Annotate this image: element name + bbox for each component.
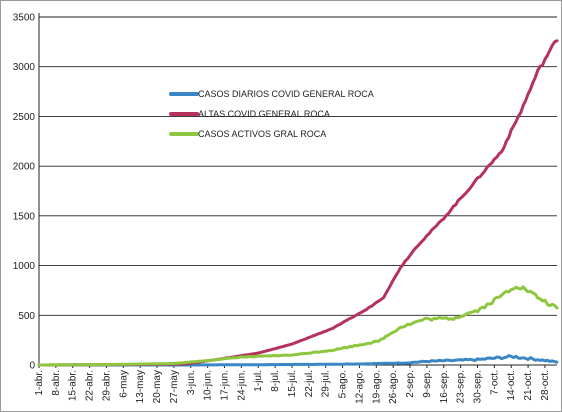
x-tick-label: 8-abr. xyxy=(51,370,62,396)
x-tick-label: 13-may xyxy=(135,370,146,403)
x-tick-label: 20-may xyxy=(152,370,163,403)
y-tick-label: 500 xyxy=(18,311,35,322)
x-tick-label: 8-jul. xyxy=(270,370,281,392)
series-line-3 xyxy=(37,285,559,367)
y-tick-label: 1500 xyxy=(13,211,36,222)
x-tick-label: 16-sep. xyxy=(439,370,450,403)
legend-label: CASOS DIARIOS COVID GENERAL ROCA xyxy=(198,89,374,99)
x-tick-label: 17-jun. xyxy=(220,370,231,401)
y-tick-label: 1000 xyxy=(13,261,36,272)
x-tick-label: 22-abr. xyxy=(85,370,96,401)
legend-label: CASOS ACTIVOS GRAL ROCA xyxy=(198,129,326,139)
grid-layer xyxy=(38,13,557,368)
x-tick-label: 28-oct. xyxy=(540,370,551,401)
x-tick-label: 29-jul. xyxy=(321,370,332,397)
x-tick-label: 29-abr. xyxy=(101,370,112,401)
y-tick-label: 0 xyxy=(29,361,35,372)
y-tick-label: 3500 xyxy=(13,13,36,24)
y-tick-label: 2500 xyxy=(13,112,36,123)
x-tick-label: 1-abr. xyxy=(34,370,45,396)
y-axis-tick-labels: 0 500 1000 1500 2000 2500 3000 3500 xyxy=(13,13,36,372)
x-tick-label: 26-ago. xyxy=(388,370,399,404)
x-tick-label: 19-ago. xyxy=(371,370,382,404)
x-tick-label: 3-jun. xyxy=(186,370,197,395)
x-tick-label: 15-jul. xyxy=(287,370,298,397)
y-tick-label: 2000 xyxy=(13,162,36,173)
x-axis-tick-labels: 1-abr. 8-abr. 15-abr. 22-abr. 29-abr. 6-may 13… xyxy=(34,370,551,404)
x-tick-label: 12-ago. xyxy=(354,370,365,404)
x-tick-label: 1-jul. xyxy=(253,370,264,392)
x-tick-label: 22-jul. xyxy=(304,370,315,397)
x-tick-label: 7-oct. xyxy=(489,370,500,395)
legend: CASOS DIARIOS COVID GENERAL ROCA ALTAS CO… xyxy=(169,89,374,139)
x-tick-label: 9-sep. xyxy=(422,370,433,398)
x-tick-label: 21-oct. xyxy=(523,370,534,401)
x-tick-label: 30-sep. xyxy=(472,370,483,403)
x-tick-label: 10-jun. xyxy=(203,370,214,401)
x-tick-label: 14-oct. xyxy=(506,370,517,401)
x-tick-label: 2-sep. xyxy=(405,370,416,398)
x-tick-label: 23-sep. xyxy=(456,370,467,403)
series-layer xyxy=(37,39,559,367)
y-tick-label: 3000 xyxy=(13,62,36,73)
x-tick-label: 27-may xyxy=(169,370,180,403)
x-tick-label: 15-abr. xyxy=(68,370,79,401)
x-tick-label: 5-ago. xyxy=(338,370,349,398)
x-tick-label: 6-may xyxy=(118,370,129,398)
x-tick-label: 24-jun. xyxy=(236,370,247,401)
legend-label: ALTAS COVID GENERAL ROCA xyxy=(198,109,330,119)
